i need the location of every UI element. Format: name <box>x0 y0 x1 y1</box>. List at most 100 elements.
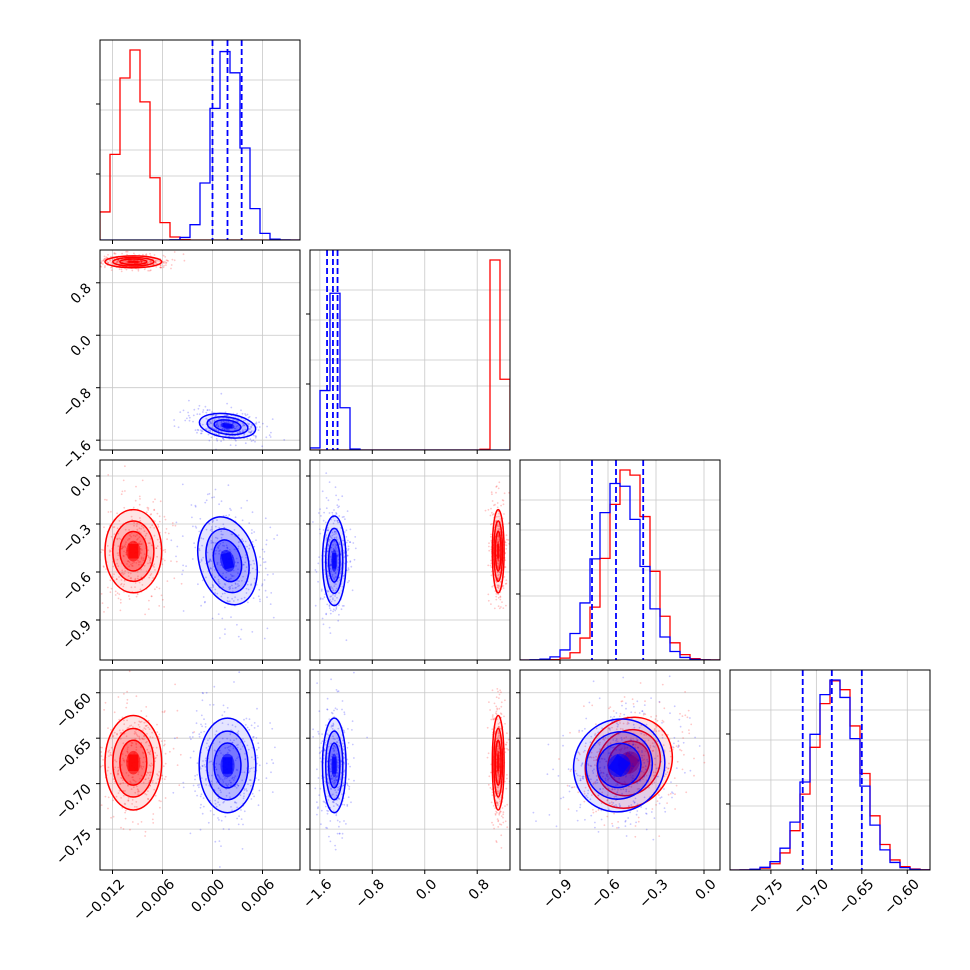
scatter-point <box>221 737 224 740</box>
scatter-point <box>200 723 202 726</box>
scatter-point <box>197 429 200 432</box>
scatter-point <box>344 518 346 521</box>
scatter-point <box>318 512 320 514</box>
scatter-point <box>619 805 621 808</box>
scatter-point <box>329 564 331 567</box>
scatter-point <box>124 817 127 820</box>
scatter-point <box>249 438 252 441</box>
scatter-point <box>219 866 221 868</box>
scatter-point <box>347 539 349 542</box>
scatter-point <box>244 752 247 755</box>
scatter-point <box>327 799 330 801</box>
scatter-point <box>236 425 239 427</box>
scatter-point <box>147 777 150 780</box>
scatter-point <box>227 746 230 748</box>
scatter-point <box>496 584 499 586</box>
scatter-point <box>176 709 179 712</box>
scatter-point <box>116 537 119 540</box>
scatter-point <box>489 787 492 789</box>
scatter-point <box>142 781 145 784</box>
scatter-point <box>224 815 227 818</box>
scatter-point <box>270 431 272 434</box>
scatter-point <box>217 547 220 550</box>
scatter-point <box>638 750 640 753</box>
scatter-point <box>269 722 271 724</box>
scatter-point <box>209 558 212 561</box>
scatter-point <box>120 797 122 799</box>
scatter-point <box>330 711 333 714</box>
scatter-point <box>236 428 238 431</box>
scatter-point <box>335 494 337 497</box>
scatter-point <box>604 736 607 739</box>
scatter-point <box>241 519 244 522</box>
scatter-point <box>170 560 172 562</box>
scatter-point <box>112 778 115 780</box>
scatter-point <box>265 436 268 439</box>
scatter-point <box>124 543 127 545</box>
scatter-point <box>326 760 329 762</box>
scatter-point <box>577 791 580 794</box>
scatter-point <box>137 789 140 792</box>
scatter-point <box>497 690 499 693</box>
scatter-point <box>331 778 334 780</box>
scatter-point <box>245 566 248 569</box>
scatter-point <box>325 538 328 540</box>
scatter-point <box>200 793 203 796</box>
scatter-point <box>176 736 179 739</box>
scatter-point <box>597 731 600 734</box>
scatter-point <box>688 729 690 731</box>
scatter-point <box>120 579 123 581</box>
scatter-point <box>101 602 104 604</box>
scatter-point <box>332 593 334 596</box>
scatter-point <box>343 711 346 714</box>
scatter-point <box>218 544 221 547</box>
density-peak <box>222 757 233 774</box>
scatter-point <box>133 721 136 724</box>
scatter-point <box>140 710 143 712</box>
scatter-point <box>333 533 335 536</box>
scatter-point <box>496 589 499 592</box>
scatter-point <box>578 752 581 755</box>
scatter-point <box>126 750 129 753</box>
scatter-point <box>223 428 226 431</box>
scatter-point <box>163 515 166 518</box>
scatter-point <box>154 261 157 263</box>
scatter-point <box>219 637 221 639</box>
scatter-point <box>200 432 203 435</box>
scatter-point <box>198 548 201 550</box>
scatter-point <box>249 428 252 430</box>
scatter-point <box>663 707 666 710</box>
scatter-point <box>496 707 498 710</box>
scatter-point <box>336 753 338 755</box>
scatter-point <box>225 794 228 797</box>
panel-1-1 <box>310 250 510 450</box>
scatter-point <box>252 736 254 739</box>
scatter-point <box>156 512 159 515</box>
scatter-point <box>330 600 333 603</box>
scatter-point <box>575 810 578 812</box>
scatter-point <box>130 724 133 727</box>
scatter-point <box>142 253 144 256</box>
scatter-point <box>105 260 108 263</box>
scatter-point <box>590 794 593 796</box>
scatter-point <box>506 777 508 780</box>
scatter-point <box>591 704 594 707</box>
scatter-point <box>656 719 659 722</box>
scatter-point <box>588 774 590 777</box>
scatter-point <box>566 784 569 787</box>
scatter-point <box>154 259 157 262</box>
scatter-point <box>145 532 148 535</box>
scatter-point <box>149 269 152 272</box>
scatter-point <box>132 726 134 728</box>
scatter-point <box>264 561 267 563</box>
scatter-point <box>271 418 274 420</box>
scatter-point <box>326 809 328 812</box>
scatter-point <box>220 752 222 755</box>
scatter-point <box>235 802 238 804</box>
scatter-point <box>342 782 344 785</box>
scatter-point <box>206 409 209 412</box>
scatter-point <box>105 568 107 570</box>
scatter-point <box>562 796 565 799</box>
scatter-point <box>192 525 194 528</box>
scatter-point <box>205 428 207 430</box>
